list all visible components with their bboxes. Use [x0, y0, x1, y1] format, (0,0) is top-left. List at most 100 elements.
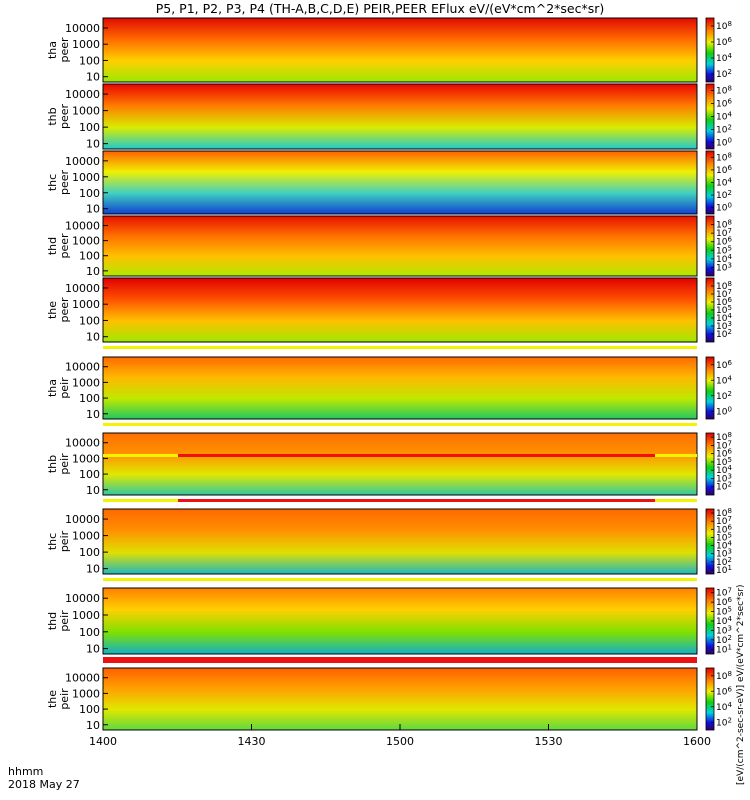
colorbar-tick-label: 108 — [716, 20, 732, 32]
energy-tick-label: 10000 — [65, 22, 100, 35]
energy-tick-label: 10000 — [65, 219, 100, 232]
energy-tick-label: 10 — [86, 563, 100, 576]
energy-tick-label: 10 — [86, 484, 100, 497]
energy-tick-label: 10000 — [65, 155, 100, 168]
panel-probe-label: tha — [46, 379, 59, 397]
colorbar-scale — [705, 667, 715, 731]
panel-product-label: peer — [58, 233, 71, 259]
panel-product-label: peer — [58, 104, 71, 130]
energy-tick-label: 10 — [86, 331, 100, 344]
panel-the-peir: 10000 1000 100 10 the peir 108 106 104 102 — [46, 667, 732, 732]
energy-tick-label: 1000 — [72, 298, 100, 311]
energy-tick-label: 1000 — [72, 609, 100, 622]
energy-tick-label: 10 — [86, 408, 100, 421]
panel-probe-label: tha — [46, 41, 59, 59]
colorbar-scale — [705, 508, 715, 575]
colorbar-tick-label: 104 — [716, 52, 732, 64]
panel-frame — [102, 83, 698, 150]
colorbar-tick-label: 106 — [716, 359, 732, 371]
energy-tick-label: 1000 — [72, 376, 100, 389]
colorbar-tick-label: 102 — [716, 328, 732, 340]
energy-tick-label: 100 — [79, 392, 100, 405]
colorbar-tick-label: 100 — [716, 137, 732, 149]
energy-tick-label: 1000 — [72, 38, 100, 51]
spectrogram-image — [103, 18, 697, 82]
panel-frame — [102, 17, 698, 83]
energy-tick-label: 1000 — [72, 235, 100, 248]
time-tick-label: 1430 — [238, 735, 266, 748]
spectrogram-image — [103, 278, 697, 342]
colorbar-unit-label: [eV/(cm^2-sec-sr-eV)] eV/(eV*cm^2*sec*sr… — [736, 584, 746, 785]
panel-the-peer: 10000 1000 100 10 the peer 1081071061051041031… — [46, 277, 732, 344]
energy-tick-label: 10 — [86, 203, 100, 216]
panel-frame — [102, 508, 698, 575]
energy-tick-label: 10000 — [65, 282, 100, 295]
colorbar: 106 104 102 100 — [705, 356, 732, 420]
panel-product-label: peer — [58, 170, 71, 196]
energy-tick-label: 100 — [79, 546, 100, 559]
panel-tha-peer: 10000 1000 100 10 tha peer 108 106 104 102 — [46, 17, 732, 84]
energy-tick-label: 1000 — [72, 171, 100, 184]
flag-bar-segment — [103, 578, 697, 581]
colorbar-tick-label: 102 — [716, 390, 732, 402]
flag-bar-segment — [655, 454, 697, 457]
energy-tick-label: 10 — [86, 138, 100, 151]
spectrogram-image — [103, 588, 697, 654]
panel-product-label: peir — [58, 453, 71, 475]
energy-tick-label: 10 — [86, 265, 100, 278]
colorbar-tick-label: 101 — [716, 643, 732, 655]
panel-frame — [102, 356, 698, 420]
panel-tha-peir: 10000 1000 100 10 tha peir 106 104 102 100 — [46, 356, 732, 421]
flag-bar-segment — [178, 499, 655, 502]
energy-tick-label: 100 — [79, 703, 100, 716]
energy-tick-label: 1000 — [72, 530, 100, 543]
spectrogram-image — [103, 433, 697, 495]
time-ticks: 1400 1430 1500 1530 1600 — [89, 724, 711, 748]
time-tick-label: 1400 — [89, 735, 117, 748]
panel-frame — [102, 432, 698, 496]
spectrogram-image — [103, 509, 697, 574]
colorbar-tick-label: 106 — [716, 98, 732, 110]
colorbar-scale — [705, 432, 715, 496]
colorbar-tick-label: 108 — [716, 151, 732, 163]
colorbar-tick-label: 102 — [716, 716, 732, 728]
colorbar: 108 106 104 102 — [705, 17, 732, 83]
energy-tick-label: 100 — [79, 250, 100, 263]
spectrogram-image — [103, 357, 697, 419]
colorbar-tick-label: 104 — [716, 374, 732, 386]
spectrogram-image — [103, 216, 697, 276]
colorbar-tick-label: 104 — [716, 177, 732, 189]
colorbar-tick-label: 102 — [716, 481, 732, 493]
panel-product-label: peir — [58, 688, 71, 710]
panel-probe-label: thc — [46, 174, 59, 191]
panel-product-label: peer — [58, 37, 71, 63]
colorbar-tick-label: 100 — [716, 405, 732, 417]
energy-tick-label: 10000 — [65, 437, 100, 450]
panel-product-label: peer — [58, 297, 71, 323]
energy-tick-label: 1000 — [72, 105, 100, 118]
colorbar-tick-label: 106 — [716, 36, 732, 48]
energy-tick-label: 1000 — [72, 687, 100, 700]
energy-tick-label: 10 — [86, 719, 100, 732]
energy-tick-label: 100 — [79, 314, 100, 327]
time-tick-label: 1600 — [683, 735, 711, 748]
colorbar-tick-label: 103 — [716, 261, 732, 273]
panel-probe-label: thb — [46, 107, 59, 125]
colorbar-scale — [705, 17, 715, 83]
energy-tick-label: 10000 — [65, 672, 100, 685]
flag-bar-segment — [178, 454, 655, 457]
panel-probe-label: thd — [46, 237, 59, 255]
flag-bar-segment — [103, 454, 178, 457]
panel-frame — [102, 215, 698, 277]
panel-product-label: peir — [58, 377, 71, 399]
